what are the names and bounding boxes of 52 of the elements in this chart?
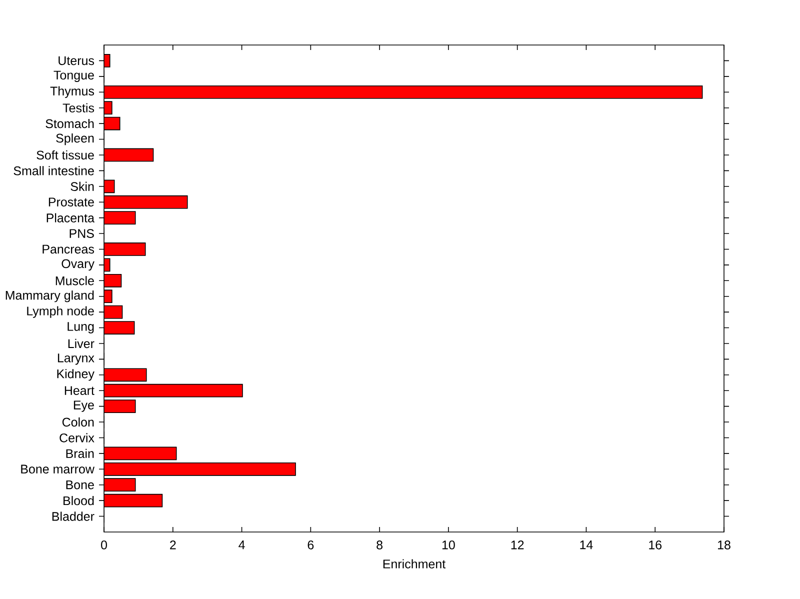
y-tick-label: Prostate xyxy=(48,198,94,206)
y-tick-label: Blood xyxy=(64,496,94,506)
bar xyxy=(104,148,154,162)
y-tick-label: Colon xyxy=(62,417,94,427)
y-tick-label: Uterus xyxy=(58,56,94,66)
y-tick-label: Bone xyxy=(66,480,94,490)
y-tick-label: Larynx xyxy=(58,354,94,365)
x-tick-label: 4 xyxy=(238,540,245,550)
y-tick-label: Small intestine xyxy=(14,166,94,176)
y-tick-label: Brain xyxy=(66,448,94,458)
y-tick-label: Soft tissue xyxy=(36,150,94,160)
bar xyxy=(104,384,243,398)
y-tick-label: Bladder xyxy=(52,512,94,521)
x-tick-label: 12 xyxy=(511,540,524,550)
y-tick-label: Bone marrow xyxy=(21,464,94,474)
y-tick-label: Placenta xyxy=(46,213,94,222)
y-tick-label: Eye xyxy=(74,400,94,412)
y-tick-label: Lymph node xyxy=(27,306,94,318)
bar xyxy=(104,368,147,382)
y-tick-label: Mammary gland xyxy=(6,290,94,302)
y-tick-label: Liver xyxy=(68,338,94,348)
y-tick-label: Kidney xyxy=(57,369,94,381)
x-axis-title: Enrichment xyxy=(383,559,446,568)
x-tick-label: 10 xyxy=(442,540,455,550)
y-tick-label: Cervix xyxy=(60,433,94,442)
bar xyxy=(104,305,123,319)
x-tick-label: 18 xyxy=(718,540,730,550)
bar xyxy=(104,462,296,476)
y-tick-label: Muscle xyxy=(56,276,94,286)
x-tick-label: 16 xyxy=(649,540,662,550)
bar xyxy=(104,446,177,460)
x-tick-label: 0 xyxy=(101,540,107,550)
y-tick-label: Testis xyxy=(62,103,94,112)
bar xyxy=(104,85,703,99)
bar xyxy=(104,242,146,256)
y-tick-label: PNS xyxy=(70,229,94,238)
bar xyxy=(104,494,163,508)
x-tick-label: 14 xyxy=(580,540,593,550)
x-tick-label: 6 xyxy=(308,540,314,550)
x-tick-label: 8 xyxy=(376,540,382,550)
y-tick-label: Ovary xyxy=(62,259,94,271)
bar xyxy=(104,116,120,130)
x-tick-label: 2 xyxy=(170,540,176,550)
bar xyxy=(104,195,188,209)
y-tick-label: Skin xyxy=(70,182,94,191)
y-tick-label: Lung xyxy=(68,322,94,334)
y-tick-label: Spleen xyxy=(56,133,94,146)
y-tick-label: Thymus xyxy=(50,86,94,98)
y-tick-label: Stomach xyxy=(46,118,94,128)
y-tick-label: Tongue xyxy=(54,70,94,82)
y-tick-label: Pancreas xyxy=(42,244,94,254)
y-tick-label: Heart xyxy=(64,386,94,395)
